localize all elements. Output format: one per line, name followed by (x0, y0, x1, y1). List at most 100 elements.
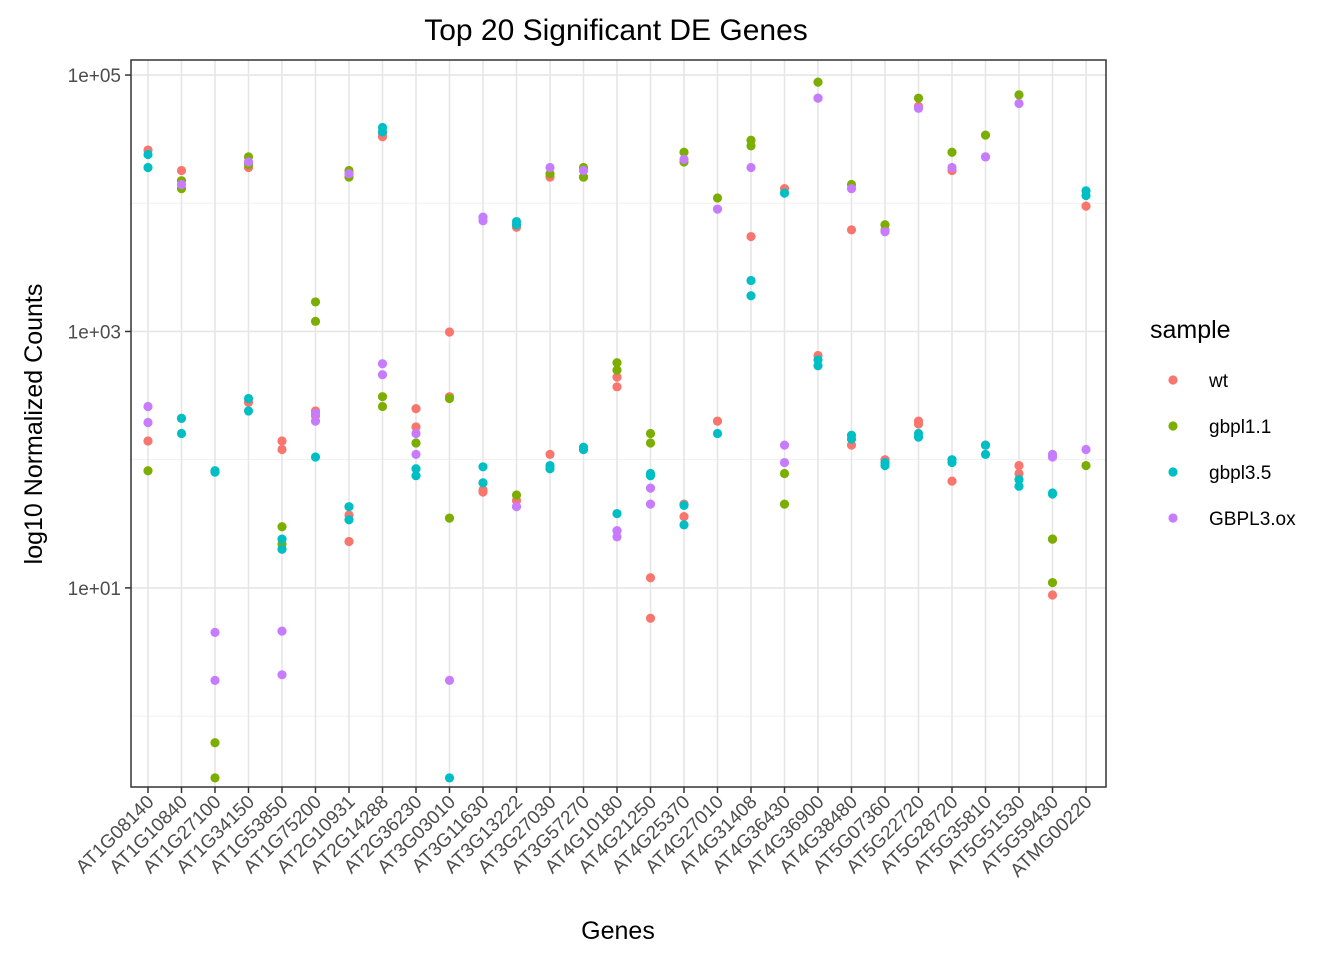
data-point (344, 515, 354, 525)
data-point (813, 77, 823, 87)
x-axis: AT1G08140AT1G10840AT1G27100AT1G34150AT1G… (72, 787, 1097, 882)
legend-label: gbpl1.1 (1209, 417, 1271, 438)
y-tick-label: 1e+01 (68, 579, 121, 600)
data-point (243, 406, 254, 416)
data-point (913, 93, 924, 103)
data-point (344, 536, 354, 547)
data-point (612, 382, 622, 392)
data-point (377, 127, 388, 137)
data-point (277, 534, 287, 544)
data-point (210, 738, 220, 748)
data-point (511, 490, 522, 500)
data-point (444, 773, 455, 783)
data-point (846, 434, 857, 444)
data-point (779, 499, 790, 509)
data-point (277, 544, 287, 554)
data-point (411, 464, 421, 474)
data-point (679, 147, 689, 157)
data-point (545, 162, 555, 173)
data-point (679, 520, 689, 530)
chart-title: Top 20 Significant DE Genes (424, 14, 808, 47)
data-point (210, 627, 220, 637)
data-point (645, 428, 656, 439)
data-point (1081, 201, 1091, 211)
data-point (210, 467, 220, 477)
data-point (980, 440, 991, 450)
data-point (612, 508, 622, 519)
data-point (310, 297, 321, 307)
data-point (478, 462, 488, 472)
y-axis: 1e+01 1e+03 1e+05 (68, 66, 131, 600)
data-point (411, 438, 421, 448)
series-gbpl3.5 (143, 122, 1091, 783)
data-point (377, 359, 388, 369)
data-point (1047, 489, 1058, 499)
data-point (980, 152, 991, 162)
data-point (779, 457, 790, 468)
y-tick-label: 1e+05 (68, 66, 121, 87)
data-point (411, 404, 421, 414)
data-point (645, 613, 656, 623)
data-point (310, 316, 321, 326)
data-point (813, 93, 823, 103)
data-point (980, 130, 991, 140)
legend-key (1168, 513, 1178, 523)
data-point (310, 416, 321, 426)
data-point (779, 468, 790, 479)
data-point (545, 449, 555, 459)
data-point (746, 141, 756, 151)
data-point (578, 444, 589, 455)
plot-panel-border (130, 59, 1107, 788)
data-point (712, 428, 723, 439)
data-points (143, 77, 1091, 783)
data-point (880, 227, 890, 237)
data-point (243, 157, 254, 167)
data-point (444, 513, 455, 523)
y-axis-title: log10 Normalized Counts (20, 284, 48, 565)
data-point (645, 483, 656, 493)
data-point (143, 401, 153, 412)
legend-key (1168, 421, 1178, 431)
data-point (947, 162, 957, 173)
data-point (143, 436, 153, 446)
data-point (277, 626, 287, 636)
data-point (1081, 190, 1091, 201)
data-point (779, 440, 790, 450)
data-point (813, 361, 823, 371)
data-point (947, 457, 957, 468)
legend-item: gbpl3.5 (1168, 463, 1271, 484)
data-point (578, 172, 589, 182)
data-point (1081, 460, 1091, 471)
legend-key (1168, 375, 1178, 385)
data-point (176, 428, 187, 439)
data-point (377, 401, 388, 412)
data-point (746, 162, 756, 173)
data-point (846, 225, 857, 235)
series-GBPL3.ox (143, 93, 1091, 685)
data-point (1014, 481, 1024, 491)
data-point (913, 419, 924, 429)
data-point (1014, 474, 1024, 485)
data-point (880, 460, 890, 471)
data-point (277, 444, 287, 455)
data-point (746, 231, 756, 242)
data-point (277, 670, 287, 680)
y-tick-label: 1e+03 (68, 322, 121, 343)
data-point (478, 216, 488, 226)
data-point (176, 179, 187, 190)
data-point (712, 416, 723, 426)
data-point (310, 452, 321, 462)
data-point (1014, 98, 1024, 109)
data-point (444, 327, 455, 337)
data-point (712, 193, 723, 203)
data-point (1081, 444, 1091, 455)
data-point (210, 675, 220, 685)
data-point (612, 365, 622, 375)
legend-item: wt (1168, 371, 1229, 392)
data-point (411, 428, 421, 439)
data-point (210, 773, 220, 783)
legend-item: GBPL3.ox (1168, 509, 1296, 530)
data-point (377, 370, 388, 380)
data-point (344, 169, 354, 179)
